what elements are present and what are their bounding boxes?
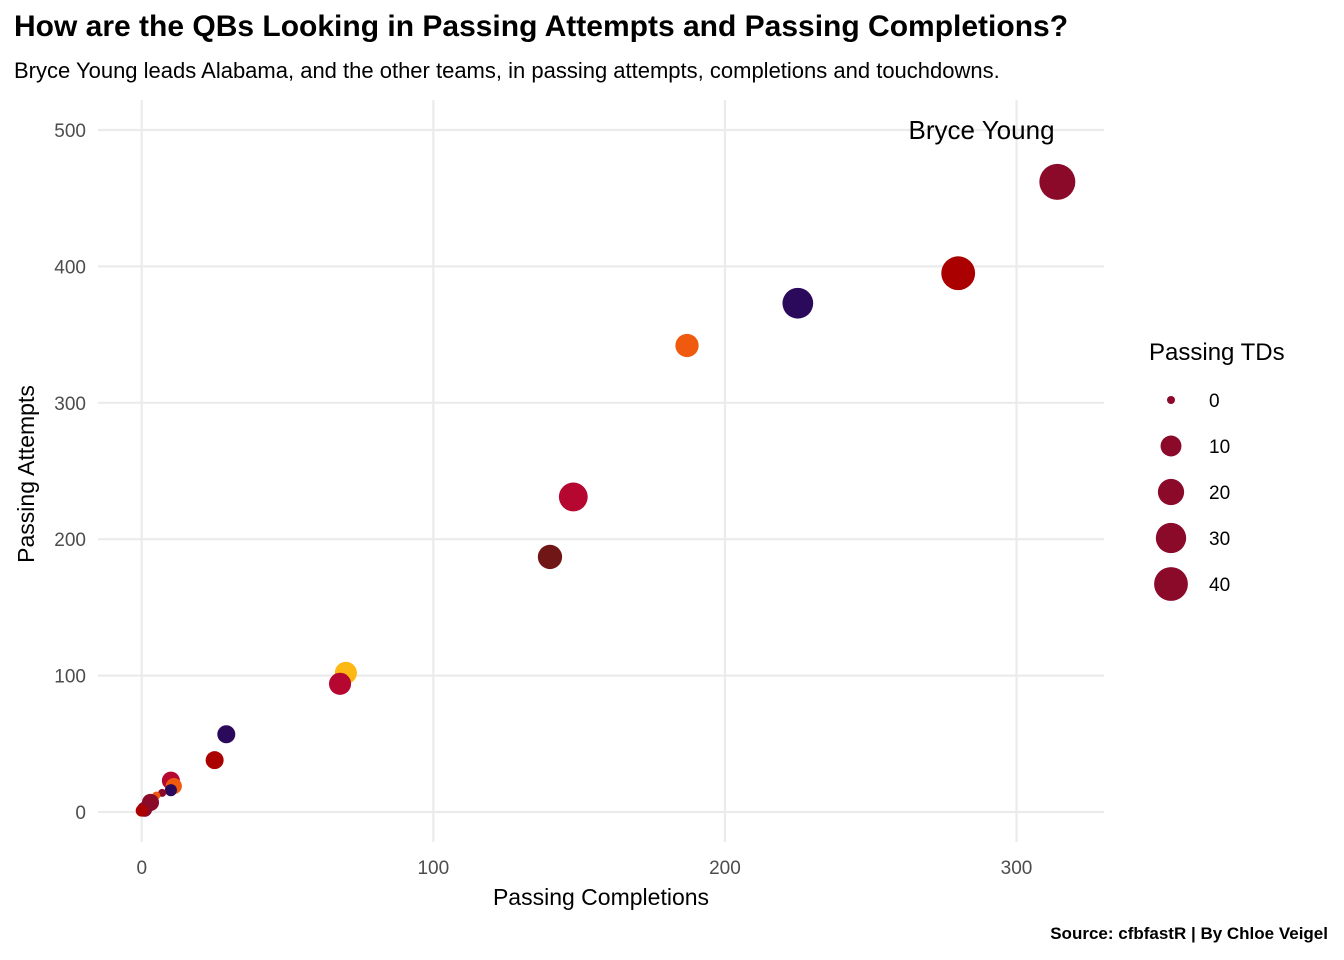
legend-key-0 xyxy=(1167,396,1175,404)
data-point-2 xyxy=(782,287,814,319)
legend-label-0: 0 xyxy=(1209,391,1220,412)
legend-title: Passing TDs xyxy=(1149,339,1285,366)
x-tick-label-0: 0 xyxy=(136,858,147,879)
y-axis-title: Passing Attempts xyxy=(13,385,39,563)
x-tick-label-300: 300 xyxy=(1001,858,1033,879)
x-tick-label-200: 200 xyxy=(709,858,741,879)
y-tick-label-300: 300 xyxy=(54,394,86,415)
y-tick-label-100: 100 xyxy=(54,667,86,688)
chart-subtitle: Bryce Young leads Alabama, and the other… xyxy=(14,58,1000,83)
y-tick-label-400: 400 xyxy=(54,257,86,278)
annotation-bryce-young: Bryce Young xyxy=(909,115,1055,145)
y-tick-label-0: 0 xyxy=(75,803,86,824)
legend-items: 0 10 20 30 40 xyxy=(1154,391,1230,601)
y-tick-label-500: 500 xyxy=(54,121,86,142)
data-points xyxy=(135,163,1076,817)
chart-title: How are the QBs Looking in Passing Attem… xyxy=(14,10,1069,43)
data-point-0 xyxy=(1039,163,1076,200)
data-point-9 xyxy=(205,751,224,770)
legend-key-20 xyxy=(1157,478,1185,506)
grid-layer xyxy=(98,100,1104,842)
data-point-17 xyxy=(135,804,148,817)
y-tick-label-200: 200 xyxy=(54,530,86,551)
x-axis-title: Passing Completions xyxy=(493,884,709,910)
data-point-12 xyxy=(164,784,177,797)
data-point-7 xyxy=(328,672,352,695)
legend-label-30: 30 xyxy=(1209,529,1230,550)
x-tick-label-100: 100 xyxy=(417,858,449,879)
legend-key-30 xyxy=(1155,522,1187,554)
data-point-5 xyxy=(537,544,563,570)
legend-label-20: 20 xyxy=(1209,483,1230,504)
data-point-4 xyxy=(558,482,588,512)
data-point-3 xyxy=(675,333,699,358)
legend-label-40: 40 xyxy=(1209,575,1230,596)
legend-key-40 xyxy=(1154,567,1188,601)
tick-labels: 0 100 200 300 0 100 200 300 400 500 xyxy=(54,121,1032,879)
legend: Passing TDs 0 10 20 30 40 xyxy=(1149,339,1285,601)
legend-label-10: 10 xyxy=(1209,437,1230,458)
data-point-1 xyxy=(941,256,976,291)
legend-key-10 xyxy=(1160,435,1182,457)
caption: Source: cfbfastR | By Chloe Veigel xyxy=(1050,924,1328,943)
data-point-8 xyxy=(217,725,236,744)
